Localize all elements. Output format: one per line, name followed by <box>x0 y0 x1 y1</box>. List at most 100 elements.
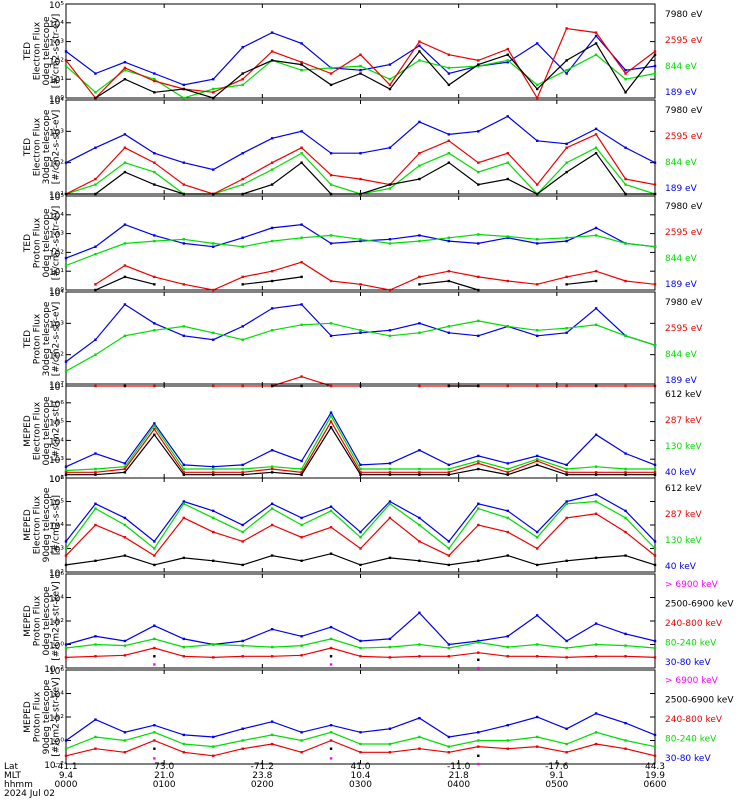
data-point <box>565 473 568 476</box>
data-point <box>359 536 362 539</box>
data-point <box>153 547 156 550</box>
data-point <box>359 283 362 286</box>
data-point <box>418 322 421 325</box>
data-point <box>653 161 657 164</box>
data-point <box>565 639 568 643</box>
data-point <box>418 467 421 471</box>
data-point <box>329 552 333 555</box>
data-point <box>477 459 480 463</box>
data-point <box>270 270 274 273</box>
legend-entry: 287 keV <box>665 416 702 426</box>
legend-entry: 612 keV <box>665 390 702 400</box>
data-point <box>329 66 333 70</box>
data-point <box>624 509 627 513</box>
data-point <box>241 639 244 643</box>
data-point <box>64 554 68 557</box>
data-point <box>536 745 539 748</box>
data-point <box>94 245 97 248</box>
data-point <box>64 747 68 750</box>
data-point <box>536 329 539 332</box>
data-point <box>64 739 68 742</box>
legend-entry: 189 eV <box>665 88 698 98</box>
y-tick-label: 10¹ <box>49 268 64 278</box>
data-point <box>388 637 392 641</box>
data-point <box>241 78 244 81</box>
y-axis-label: TED <box>23 42 33 61</box>
data-point <box>653 50 657 53</box>
data-point <box>153 433 156 436</box>
data-point <box>506 747 509 750</box>
data-point <box>447 239 451 243</box>
data-point <box>536 735 539 739</box>
data-point <box>329 152 333 155</box>
data-point <box>447 745 451 748</box>
data-point <box>300 731 303 734</box>
data-point <box>359 467 362 471</box>
data-point <box>418 59 421 62</box>
footer-value: 44.3 <box>645 762 665 772</box>
data-point <box>477 666 480 670</box>
footer-value: 0500 <box>545 780 568 790</box>
data-point <box>418 40 421 43</box>
data-point <box>447 735 451 739</box>
data-point <box>153 283 156 286</box>
data-point <box>182 502 185 505</box>
data-point <box>94 91 97 94</box>
footer-value: -17.6 <box>545 762 569 772</box>
data-point <box>300 223 303 226</box>
data-point <box>594 712 598 715</box>
y-tick-label: 10⁴ <box>49 691 64 701</box>
data-point <box>241 727 244 730</box>
data-point <box>123 170 127 174</box>
data-point <box>388 656 392 659</box>
data-point <box>212 559 215 562</box>
data-point <box>477 559 480 562</box>
data-point <box>153 72 156 75</box>
data-point <box>653 547 657 550</box>
data-point <box>329 509 333 513</box>
data-point <box>565 751 568 754</box>
y-tick-label: 10⁵ <box>49 499 64 509</box>
data-point <box>594 655 598 658</box>
data-point <box>241 563 244 567</box>
data-point <box>506 509 509 513</box>
data-point <box>212 473 215 476</box>
data-point <box>477 754 480 757</box>
data-point <box>329 625 333 629</box>
footer-value: 0000 <box>55 780 78 790</box>
data-point <box>212 338 215 341</box>
data-point <box>477 731 480 734</box>
data-point <box>270 31 274 34</box>
data-point <box>418 239 421 243</box>
data-point <box>123 264 127 267</box>
y-tick-label: 10⁰ <box>49 738 64 748</box>
data-point <box>653 563 657 567</box>
data-point <box>64 646 68 650</box>
data-point <box>536 547 539 550</box>
data-point <box>624 78 627 81</box>
data-point <box>241 747 244 750</box>
y-axis-label: [#/cm2-s-str-eV] <box>51 110 61 185</box>
data-point <box>536 183 539 186</box>
data-point <box>565 170 568 174</box>
data-point <box>182 283 185 286</box>
data-point <box>94 523 97 527</box>
data-point <box>624 473 627 476</box>
data-point <box>270 168 274 171</box>
data-point <box>624 91 627 94</box>
data-point <box>182 473 185 476</box>
data-point <box>329 83 333 87</box>
data-point <box>270 183 274 186</box>
y-tick-label: 10⁶ <box>49 571 64 581</box>
data-point <box>388 187 392 190</box>
data-point <box>565 161 568 164</box>
data-point <box>565 27 568 30</box>
data-point <box>447 53 451 56</box>
data-point <box>594 279 598 283</box>
data-point <box>388 183 392 186</box>
data-point <box>64 540 68 543</box>
data-point <box>624 530 627 534</box>
data-point <box>123 61 127 64</box>
y-tick-label: 10⁴ <box>49 97 64 107</box>
data-point <box>123 334 127 338</box>
